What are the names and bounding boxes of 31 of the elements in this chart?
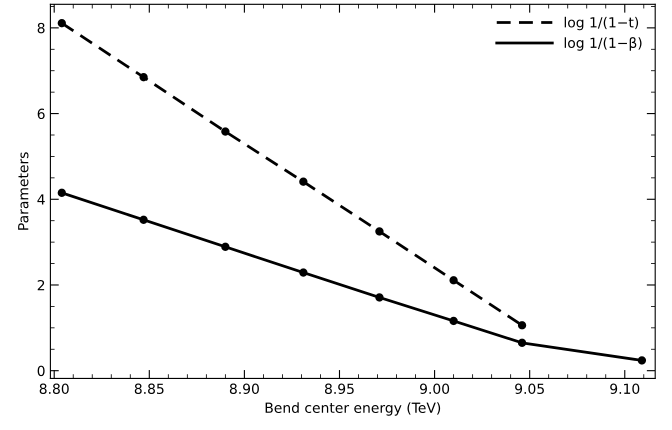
- point: [221, 242, 230, 252]
- x-tick-label: 9.10: [610, 384, 640, 394]
- x-tick-label: 8.90: [230, 384, 259, 394]
- legend-label: log 1/(1−t): [564, 16, 638, 30]
- legend-label: log 1/(1−β): [564, 37, 642, 51]
- point: [375, 227, 384, 236]
- x-axis-title: Bend center energy (TeV): [266, 402, 440, 416]
- point: [449, 316, 458, 326]
- point: [139, 216, 148, 224]
- x-tick-label: 9.05: [515, 384, 544, 394]
- y-tick-label: 2: [38, 280, 44, 290]
- y-tick-label: 4: [37, 194, 45, 205]
- y-tick-label: 6: [38, 108, 45, 120]
- point: [518, 338, 526, 347]
- point: [221, 127, 230, 136]
- point: [449, 276, 458, 284]
- y-tick-label: 8: [38, 22, 45, 34]
- point: [58, 18, 66, 28]
- point: [518, 321, 526, 330]
- point: [638, 356, 646, 365]
- point: [299, 178, 308, 186]
- x-tick-label: 8.85: [134, 384, 164, 394]
- point: [58, 188, 66, 198]
- x-tick-label: 8.95: [324, 384, 354, 394]
- x-tick-label: 9.00: [420, 384, 450, 394]
- y-axis-title: Parameters: [18, 152, 28, 230]
- y-tick-label: 0: [38, 366, 45, 376]
- point: [139, 72, 148, 82]
- point: [375, 293, 384, 302]
- x-tick-label: 8.80: [40, 384, 69, 394]
- point: [299, 268, 308, 277]
